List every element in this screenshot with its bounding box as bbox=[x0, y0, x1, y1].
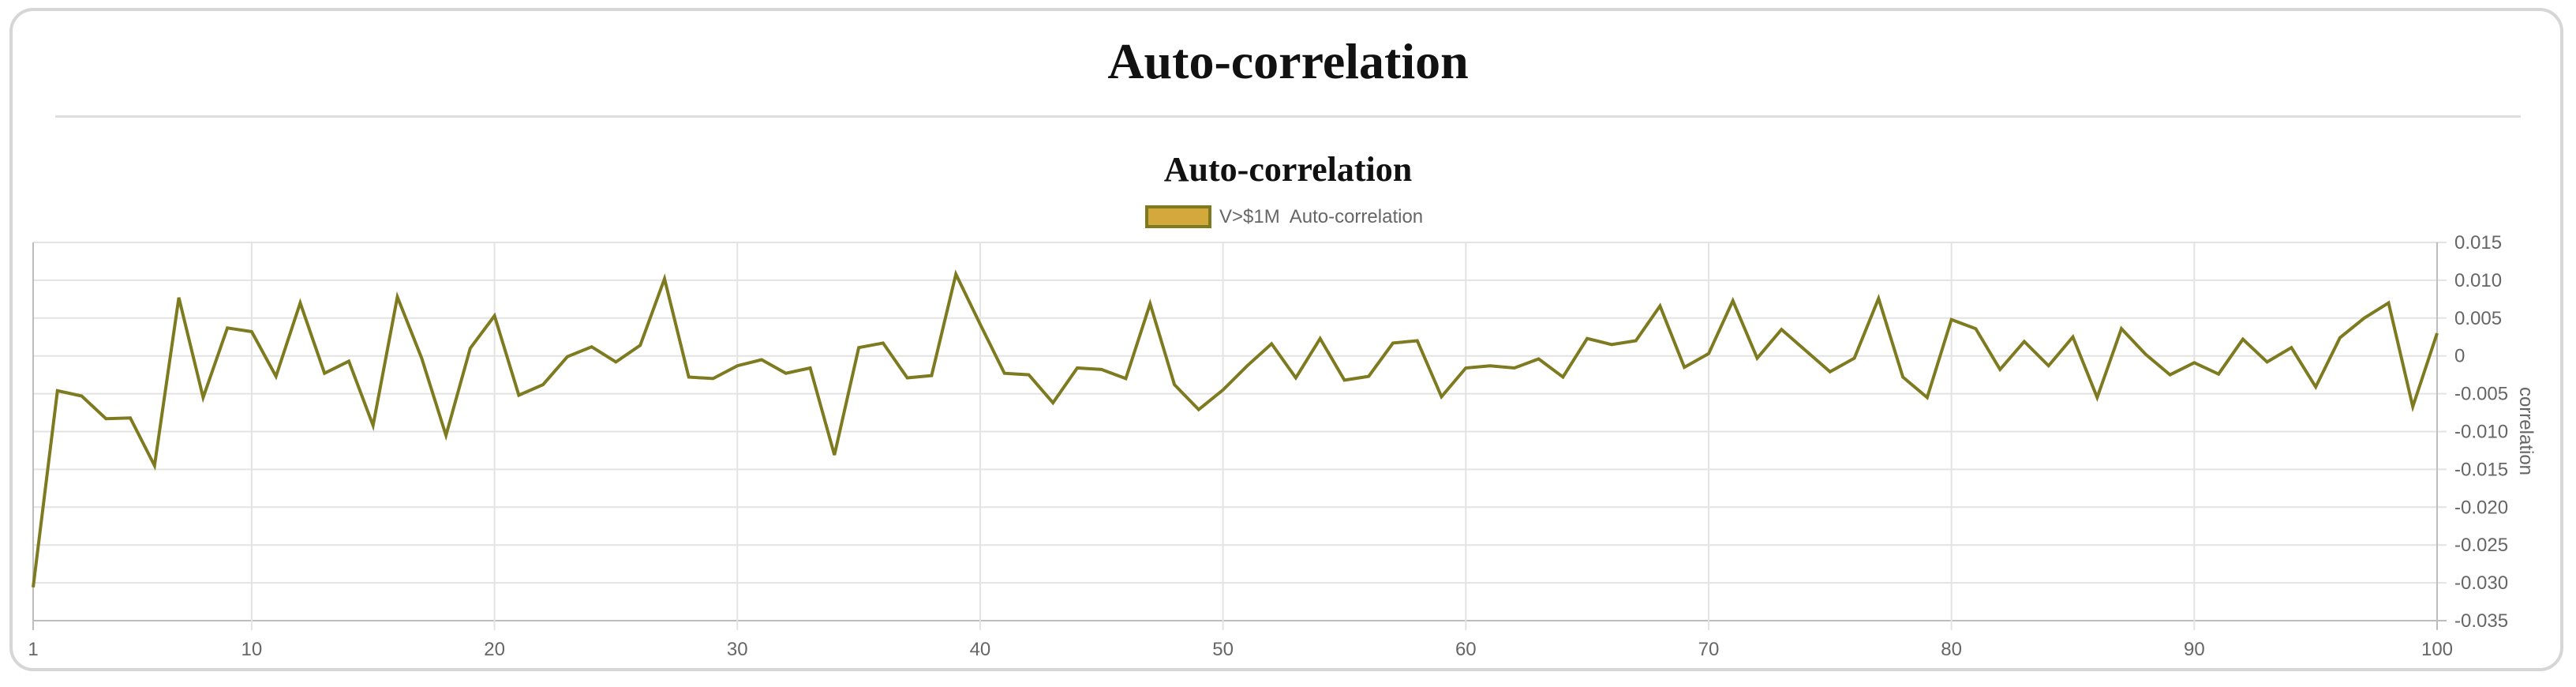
x-tick-label: 1 bbox=[28, 639, 38, 660]
y-tick-label: -0.010 bbox=[2454, 422, 2508, 443]
chart-card bbox=[9, 8, 2563, 671]
y-tick-label: -0.025 bbox=[2454, 535, 2508, 556]
legend-label: V>$1M Auto-correlation bbox=[1219, 206, 1423, 227]
y-axis-label: correlation bbox=[2515, 387, 2537, 475]
y-tick-label: -0.005 bbox=[2454, 384, 2508, 405]
x-tick-label: 90 bbox=[2184, 639, 2205, 660]
series-line bbox=[32, 269, 2439, 588]
y-axis-ticks: 0.015 0.010 0.005 0 -0.005 -0.010 -0.015 -0.020… bbox=[2454, 232, 2508, 632]
x-tick-label: 60 bbox=[1455, 639, 1477, 660]
y-tick-label: -0.030 bbox=[2454, 572, 2508, 594]
y-tick-label: -0.020 bbox=[2454, 497, 2508, 518]
x-tick-label: 50 bbox=[1212, 639, 1234, 660]
title-divider bbox=[55, 115, 2521, 118]
x-tick-label: 20 bbox=[484, 639, 505, 660]
x-tick-label: 40 bbox=[970, 639, 991, 660]
series-group bbox=[32, 269, 2439, 588]
page-title: Auto-correlation bbox=[1107, 33, 1469, 89]
x-tick-label: 80 bbox=[1941, 639, 1962, 660]
y-tick-label: -0.015 bbox=[2454, 459, 2508, 480]
chart-title: Auto-correlation bbox=[1164, 150, 1412, 189]
y-tick-label: 0.015 bbox=[2454, 232, 2502, 253]
x-tick-label: 100 bbox=[2421, 639, 2453, 660]
x-axis-ticks: 1 10 20 30 40 50 60 70 80 90 100 bbox=[28, 639, 2453, 660]
legend-swatch bbox=[1145, 205, 1211, 228]
y-tick-label: 0.005 bbox=[2454, 308, 2502, 329]
grid bbox=[32, 242, 2447, 630]
x-tick-label: 30 bbox=[727, 639, 748, 660]
legend[interactable]: V>$1M Auto-correlation bbox=[1145, 205, 1423, 228]
x-tick-label: 10 bbox=[242, 639, 263, 660]
y-tick-label: -0.035 bbox=[2454, 610, 2508, 632]
x-tick-label: 70 bbox=[1698, 639, 1720, 660]
y-tick-label: 0.010 bbox=[2454, 270, 2502, 291]
y-tick-label: 0 bbox=[2454, 346, 2465, 367]
